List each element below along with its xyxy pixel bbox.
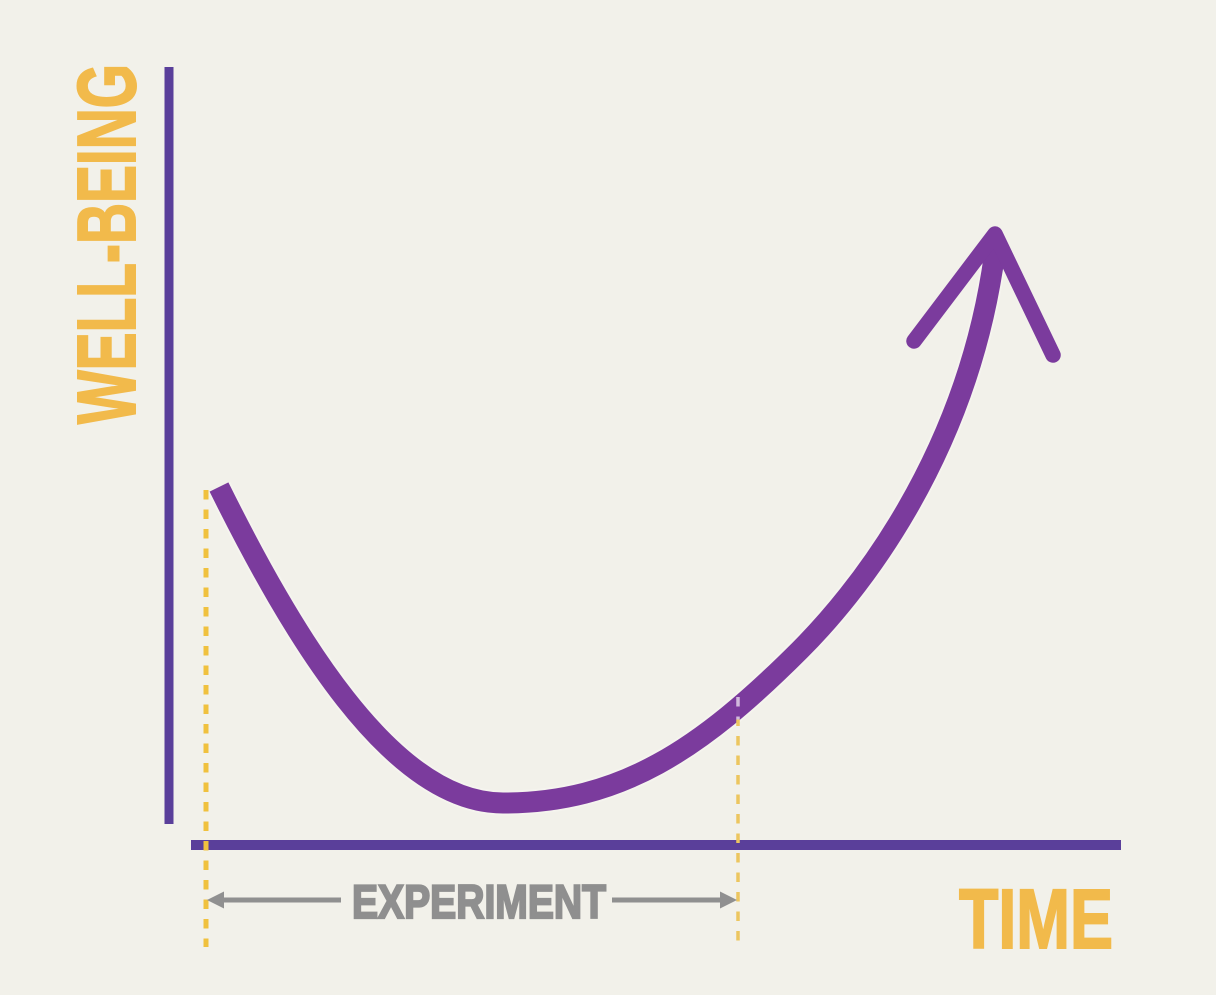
svg-text:EXPERIMENT: EXPERIMENT (352, 875, 606, 928)
svg-text:TIME: TIME (959, 872, 1113, 966)
svg-text:WELL-BEING: WELL-BEING (60, 64, 153, 424)
